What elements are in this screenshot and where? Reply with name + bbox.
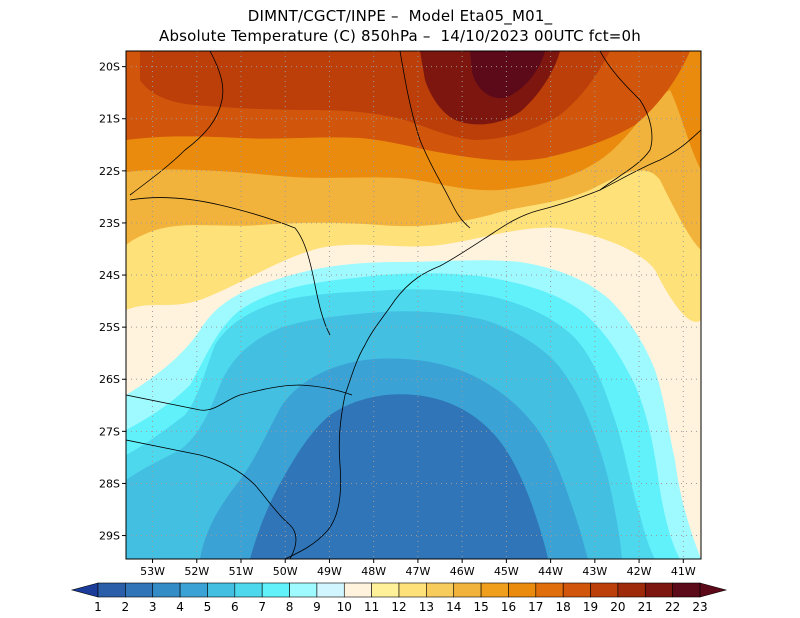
colorbar-label: 8 xyxy=(286,600,294,614)
colorbar-label: 9 xyxy=(313,600,321,614)
colorbar-swatch xyxy=(261,582,290,598)
latitude-tick-label: 21S xyxy=(99,113,120,126)
colorbar-swatch xyxy=(371,582,400,598)
colorbar-label: 16 xyxy=(501,600,516,614)
longitude-tick-label: 44W xyxy=(538,565,563,578)
latitude-tick-label: 28S xyxy=(99,477,120,490)
colorbar-swatch xyxy=(453,582,482,598)
longitude-tick-label: 48W xyxy=(361,565,386,578)
colorbar-arrow-low xyxy=(70,582,99,598)
temperature-field xyxy=(126,51,701,559)
colorbar-swatch xyxy=(535,582,564,598)
colorbar-label: 6 xyxy=(231,600,239,614)
longitude-tick-label: 45W xyxy=(494,565,519,578)
state-border xyxy=(126,439,297,559)
colorbar-swatch xyxy=(289,582,318,598)
state-border xyxy=(399,51,471,229)
colorbar-swatch xyxy=(343,582,372,598)
colorbar-label: 13 xyxy=(419,600,434,614)
coastline xyxy=(284,129,701,559)
longitude-tick-label: 49W xyxy=(317,565,342,578)
colorbar-swatch xyxy=(152,582,181,598)
colorbar-swatch xyxy=(480,582,509,598)
state-border xyxy=(126,384,353,411)
lat-lon-gridlines xyxy=(126,51,701,559)
latitude-tick-label: 22S xyxy=(99,165,120,178)
colorbar-swatch xyxy=(672,582,701,598)
colorbar-label: 4 xyxy=(176,600,184,614)
colorbar-swatch xyxy=(644,582,673,598)
colorbar-label: 21 xyxy=(638,600,653,614)
colorbar-label: 17 xyxy=(528,600,543,614)
colorbar-swatch xyxy=(97,582,126,598)
colorbar-label: 12 xyxy=(391,600,406,614)
latitude-tick-label: 20S xyxy=(99,61,120,74)
field-band xyxy=(470,51,545,99)
longitude-tick-label: 53W xyxy=(140,565,165,578)
latitude-tick-label: 23S xyxy=(99,217,120,230)
latitude-tick-label: 29S xyxy=(99,530,120,543)
colorbar-swatch xyxy=(179,582,208,598)
colorbar-label: 2 xyxy=(122,600,130,614)
colorbar-swatch xyxy=(207,582,236,598)
chart-title-line-2: Absolute Temperature (C) 850hPa – 14/10/… xyxy=(158,27,641,45)
longitude-axis: 53W 52W 51W 50W 49W 48W 47W 46W 45W 44W 43W 42W 41W xyxy=(140,559,696,578)
colorbar-label: 10 xyxy=(337,600,352,614)
longitude-tick-label: 47W xyxy=(405,565,430,578)
colorbar-swatch xyxy=(398,582,427,598)
colorbar-label: 14 xyxy=(446,600,461,614)
colorbar-label: 7 xyxy=(258,600,266,614)
colorbar-arrow-high xyxy=(699,582,728,598)
colorbar-swatch xyxy=(426,582,455,598)
plot-frame xyxy=(125,50,702,560)
colorbar-label: 23 xyxy=(692,600,707,614)
colorbar-label: 5 xyxy=(204,600,212,614)
colorbar-swatch xyxy=(590,582,619,598)
colorbar-swatch xyxy=(508,582,537,598)
state-border xyxy=(129,197,331,336)
latitude-tick-label: 27S xyxy=(99,425,120,438)
state-border xyxy=(129,51,224,196)
longitude-tick-label: 42W xyxy=(627,565,652,578)
longitude-tick-label: 46W xyxy=(450,565,475,578)
field-band xyxy=(330,450,512,559)
colorbar-swatch xyxy=(234,582,263,598)
longitude-tick-label: 43W xyxy=(582,565,607,578)
colorbar-swatch xyxy=(562,582,591,598)
colorbar-label: 19 xyxy=(583,600,598,614)
colorbar-label: 11 xyxy=(364,600,379,614)
latitude-tick-label: 26S xyxy=(99,373,120,386)
latitude-tick-label: 25S xyxy=(99,321,120,334)
coastline-and-borders xyxy=(126,51,701,559)
longitude-tick-label: 52W xyxy=(184,565,209,578)
latitude-tick-label: 24S xyxy=(99,269,120,282)
longitude-tick-label: 41W xyxy=(671,565,696,578)
colorbar-swatch xyxy=(125,582,154,598)
colorbar-label: 1 xyxy=(94,600,102,614)
colorbar-label: 18 xyxy=(556,600,571,614)
colorbar-label: 20 xyxy=(610,600,625,614)
longitude-tick-label: 51W xyxy=(229,565,254,578)
colorbar-label: 22 xyxy=(665,600,680,614)
colorbar-swatch xyxy=(316,582,345,598)
latitude-axis: 20S 21S 22S 23S 24S 25S 26S 27S 28S 29S xyxy=(99,61,126,543)
colorbar: 1 2 3 4 5 6 7 8 9 10 11 12 13 14 15 16 17 18 19 20 21 22 23 xyxy=(70,582,728,614)
longitude-tick-label: 50W xyxy=(273,565,298,578)
chart-title-line-1: DIMNT/CGCT/INPE – Model Eta05_M01_ xyxy=(247,7,553,25)
colorbar-label: 15 xyxy=(473,600,488,614)
state-border xyxy=(599,51,653,191)
colorbar-swatch xyxy=(617,582,646,598)
colorbar-label: 3 xyxy=(149,600,157,614)
